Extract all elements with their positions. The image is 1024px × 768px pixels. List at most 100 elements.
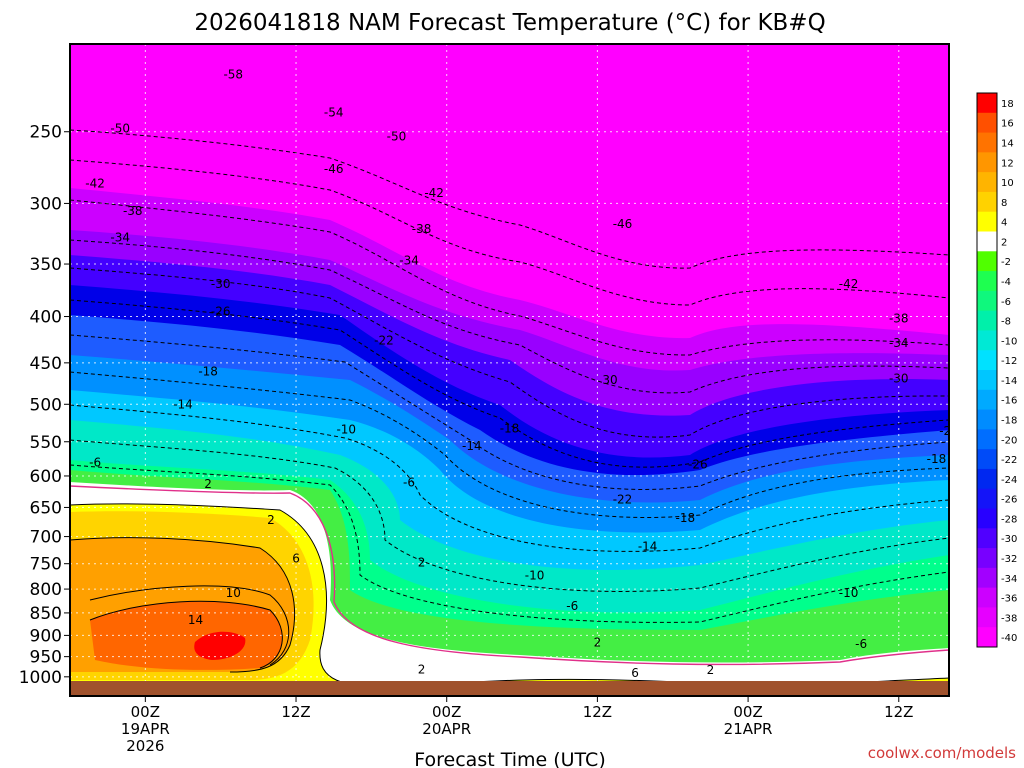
isotherm-contour (70, 404, 949, 552)
contour-label: -42 (424, 186, 444, 200)
contour-label: 30 (602, 373, 617, 387)
colorbar-label: -34 (1001, 574, 1017, 585)
contour-label: -42 (839, 277, 859, 291)
colorbar-label: -4 (1001, 277, 1011, 288)
contour-label: -42 (85, 176, 105, 190)
time-axis: 00Z19APR202612Z00Z20APR12Z00Z21APR12Z00Z… (121, 696, 913, 755)
colorbar-label: 2 (1001, 237, 1007, 248)
contour-label: -22 (613, 492, 633, 506)
colorbar-label: -12 (1001, 356, 1017, 367)
pressure-tick-label: 400 (30, 308, 62, 328)
colorbar-swatch (977, 409, 997, 430)
contour-label: -22 (939, 424, 959, 438)
colorbar-swatch (977, 152, 997, 173)
colorbar-swatch (977, 429, 997, 450)
colorbar-label: 10 (1001, 178, 1014, 189)
colorbar-swatch (977, 310, 997, 331)
contour-label: -54 (324, 105, 344, 119)
time-tick-label: 2026 (126, 737, 164, 755)
contour-label: -34 (889, 336, 909, 350)
colorbar-swatch (977, 548, 997, 569)
plot-frame (69, 43, 950, 697)
colorbar-label: -18 (1001, 415, 1017, 426)
time-tick-label: 21APR (724, 720, 773, 738)
colorbar-swatch (977, 132, 997, 153)
contour-label: -6 (89, 456, 101, 470)
colorbar-label: 16 (1001, 119, 1014, 130)
colorbar-label: -14 (1001, 376, 1017, 387)
contour-label: -34 (110, 230, 130, 244)
contour-label: 2 (204, 477, 212, 491)
colorbar-label: -20 (1001, 435, 1017, 446)
contour-label: 2 (267, 513, 275, 527)
isotherm-contour (70, 299, 949, 468)
colorbar-swatch (977, 271, 997, 292)
colorbar-swatch (977, 528, 997, 549)
colorbar-swatch (977, 488, 997, 509)
pressure-tick-label: 800 (30, 580, 62, 600)
colorbar-swatch (977, 191, 997, 213)
isotherm-contour (70, 334, 949, 490)
contour-label: -26 (688, 458, 708, 472)
contour-label: -22 (374, 333, 394, 347)
isotherm-contour (89, 600, 283, 669)
colorbar-swatch (977, 330, 997, 351)
contour-label: -18 (198, 364, 218, 378)
contour-label: -18 (500, 422, 520, 436)
contour-label: -34 (399, 254, 419, 268)
colorbar-label: 12 (1001, 158, 1014, 169)
contour-label: 2 (594, 636, 602, 650)
freezing-line (70, 485, 949, 666)
contour-label: 10 (226, 586, 241, 600)
contour-label: -50 (110, 122, 130, 136)
isotherm-contour (70, 129, 949, 269)
colorbar-swatch (977, 567, 997, 589)
contour-label: 6 (631, 666, 639, 680)
colorbar-label: 14 (1001, 138, 1014, 149)
colorbar: 18 16 14 12 10 8 4 2 -2 -4 -6 -8 -10 -12 -14 -16 -18 -20 -… (976, 92, 1017, 648)
contour-label: -46 (613, 217, 633, 231)
contour-label: -18 (927, 452, 947, 466)
colorbar-label: 8 (1001, 198, 1007, 209)
pressure-tick-label: 500 (30, 395, 62, 415)
pressure-axis: 2503003504004505005506006507007508008509… (19, 123, 70, 688)
colorbar-swatch (977, 370, 997, 391)
contour-label: -30 (211, 277, 231, 291)
contour-label: -50 (387, 129, 407, 143)
colorbar-swatch (977, 172, 997, 193)
credit-text: coolwx.com/models (868, 744, 1016, 762)
contour-label: -18 (675, 511, 695, 525)
pressure-tick-label: 450 (30, 354, 62, 374)
colorbar-label: 18 (1001, 99, 1014, 110)
contour-label: 2 (418, 663, 426, 677)
contour-label: -14 (638, 540, 658, 554)
colorbar-label: -32 (1001, 554, 1017, 565)
colorbar-label: -40 (1001, 633, 1017, 644)
contour-labels: -58 -54 -50 -50 -46 -42 -42 -38 -38 -34 -34 -30 -26 -… (85, 67, 959, 680)
contour-label: -10 (525, 569, 545, 583)
colorbar-label: -6 (1001, 297, 1011, 308)
colorbar-label: -24 (1001, 475, 1017, 486)
colorbar-label: -26 (1001, 495, 1017, 506)
contour-label: -10 (336, 422, 356, 436)
colorbar-swatch (977, 231, 997, 252)
chart-title: 2026041818 NAM Forecast Temperature (°C)… (194, 10, 825, 36)
pressure-tick-label: 600 (30, 467, 62, 487)
isotherm-contour (70, 439, 949, 592)
colorbar-swatch (977, 607, 997, 628)
pressure-tick-label: 850 (30, 604, 62, 624)
colorbar-label: -10 (1001, 336, 1017, 347)
colorbar-label: -36 (1001, 594, 1017, 605)
x-axis-label: Forecast Time (UTC) (414, 749, 605, 768)
contour-label: -38 (889, 312, 909, 326)
contour-label: 14 (188, 613, 203, 627)
colorbar-frame (976, 92, 998, 648)
contour-label: -6 (855, 637, 867, 651)
time-tick-label: 00Z (432, 703, 461, 721)
contour-label: -6 (403, 475, 415, 489)
pressure-tick-label: 300 (30, 194, 62, 214)
colorbar-label: -38 (1001, 613, 1017, 624)
colorbar-label: -22 (1001, 455, 1017, 466)
colorbar-swatch (977, 389, 997, 411)
